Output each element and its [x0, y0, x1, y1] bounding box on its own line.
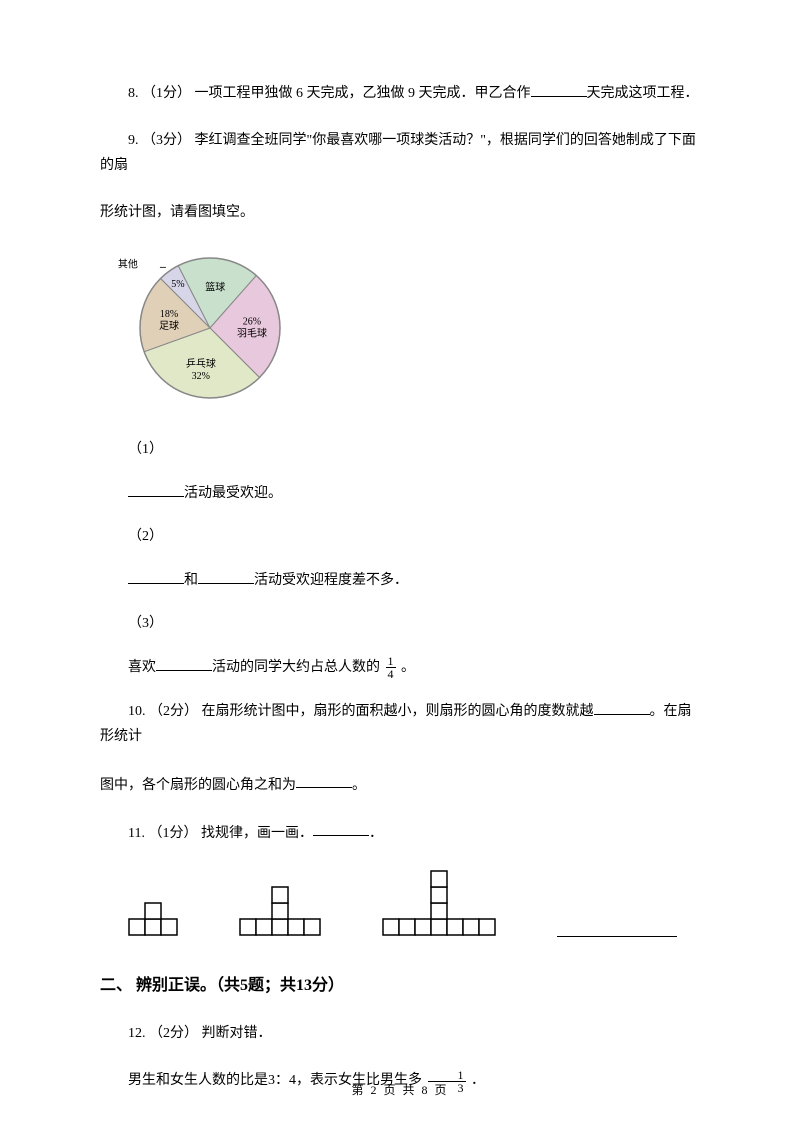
- svg-text:羽毛球: 羽毛球: [237, 326, 267, 339]
- question-10: 10. （2分） 在扇形统计图中，扇形的面积越小，则扇形的圆心角的度数就越。在扇…: [100, 698, 700, 749]
- q10-blank1[interactable]: [594, 698, 650, 715]
- q9-sub3-prefix: 喜欢: [128, 660, 156, 675]
- q11-text: 找规律，画一画．: [201, 825, 313, 840]
- q9-sub1-blank[interactable]: [128, 480, 184, 497]
- pattern-2: [239, 886, 322, 937]
- pie-chart-svg: 其他 5% 篮球 26%羽毛球乒乓球32% 18%足球: [100, 248, 300, 408]
- pattern-1-svg: [128, 902, 179, 937]
- pattern-1: [128, 902, 179, 937]
- q9-sub2-suffix: 活动受欢迎程度差不多．: [254, 573, 408, 588]
- question-10-line2: 图中，各个扇形的圆心角之和为 。: [100, 772, 700, 798]
- q9-sub3-suffix: 。: [398, 660, 416, 675]
- question-9: 9. （3分） 李红调查全班同学"你最喜欢哪一项球类活动？"，根据同学们的回答她…: [100, 128, 700, 178]
- q10-points: （2分）: [149, 704, 198, 719]
- q10-text-after: 。: [352, 777, 366, 792]
- q9-sub2-blank2[interactable]: [198, 567, 254, 584]
- svg-text:足球: 足球: [159, 318, 179, 331]
- svg-text:18%: 18%: [160, 308, 178, 319]
- q9-text-2: 形统计图，请看图填空。: [100, 205, 254, 220]
- q9-sub2-blank1[interactable]: [128, 567, 184, 584]
- q8-blank[interactable]: [531, 80, 587, 97]
- page-footer: 第 2 页 共 8 页: [0, 1080, 800, 1102]
- pattern-2-svg: [239, 886, 322, 937]
- svg-text:篮球: 篮球: [205, 280, 225, 293]
- q8-points: （1分）: [142, 86, 191, 101]
- q9-sub3-num: （3）: [128, 611, 700, 636]
- q9-sub1-suffix: 活动最受欢迎。: [184, 486, 282, 501]
- q8-number: 8.: [128, 86, 139, 101]
- pattern-3: [382, 870, 497, 937]
- q9-fraction: 1 4: [386, 655, 396, 680]
- q10-blank2[interactable]: [296, 772, 352, 789]
- section-2-title: 二、 辨别正误。（共5题；共13分）: [100, 972, 700, 1001]
- question-12: 12. （2分） 判断对错．: [100, 1021, 700, 1046]
- q12-text: 判断对错．: [202, 1026, 272, 1041]
- q9-number: 9.: [128, 133, 139, 148]
- q10-number: 10.: [128, 704, 146, 719]
- question-8: 8. （1分） 一项工程甲独做 6 天完成，乙独做 9 天完成．甲乙合作 天完成这…: [100, 80, 700, 106]
- q8-text-after: 天完成这项工程．: [587, 86, 699, 101]
- pattern-3-svg: [382, 870, 497, 937]
- pie-chart: 其他 5% 篮球 26%羽毛球乒乓球32% 18%足球: [100, 248, 700, 417]
- q9-sub1-answer: 活动最受欢迎。: [128, 480, 700, 506]
- q10-text-before: 在扇形统计图中，扇形的面积越小，则扇形的圆心角的度数就越: [202, 704, 594, 719]
- question-11: 11. （1分） 找规律，画一画． ．: [100, 820, 700, 846]
- patterns-row: [128, 870, 700, 937]
- q9-sub3-blank[interactable]: [156, 654, 212, 671]
- q11-blank-inline[interactable]: [313, 820, 369, 837]
- svg-text:乒乓球: 乒乓球: [186, 357, 216, 370]
- svg-text:26%: 26%: [243, 316, 261, 327]
- q11-number: 11.: [128, 825, 145, 840]
- q11-answer-blank[interactable]: [557, 921, 677, 938]
- q12-points: （2分）: [149, 1026, 198, 1041]
- question-9-line2: 形统计图，请看图填空。: [100, 200, 700, 225]
- q9-sub3-mid: 活动的同学大约占总人数的: [212, 660, 380, 675]
- q11-points: （1分）: [148, 825, 197, 840]
- q9-frac-den: 4: [386, 668, 396, 680]
- q9-sub2-answer: 和 活动受欢迎程度差不多．: [128, 567, 700, 593]
- q10-l2-before: 图中，各个扇形的圆心角之和为: [100, 777, 296, 792]
- q12-number: 12.: [128, 1026, 146, 1041]
- q9-sub2-mid: 和: [184, 573, 198, 588]
- q9-sub3-answer: 喜欢 活动的同学大约占总人数的 1 4 。: [128, 654, 700, 680]
- q11-period: ．: [369, 825, 383, 840]
- q9-sub1-num: （1）: [128, 437, 700, 462]
- svg-text:5%: 5%: [171, 278, 184, 289]
- q9-sub2-num: （2）: [128, 524, 700, 549]
- q9-points: （3分）: [142, 133, 191, 148]
- q8-text-before: 一项工程甲独做 6 天完成，乙独做 9 天完成．甲乙合作: [195, 86, 531, 101]
- svg-text:32%: 32%: [192, 371, 210, 382]
- svg-text:其他: 其他: [118, 257, 138, 270]
